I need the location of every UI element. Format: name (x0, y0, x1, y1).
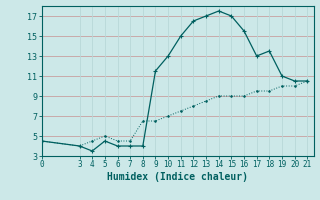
X-axis label: Humidex (Indice chaleur): Humidex (Indice chaleur) (107, 172, 248, 182)
